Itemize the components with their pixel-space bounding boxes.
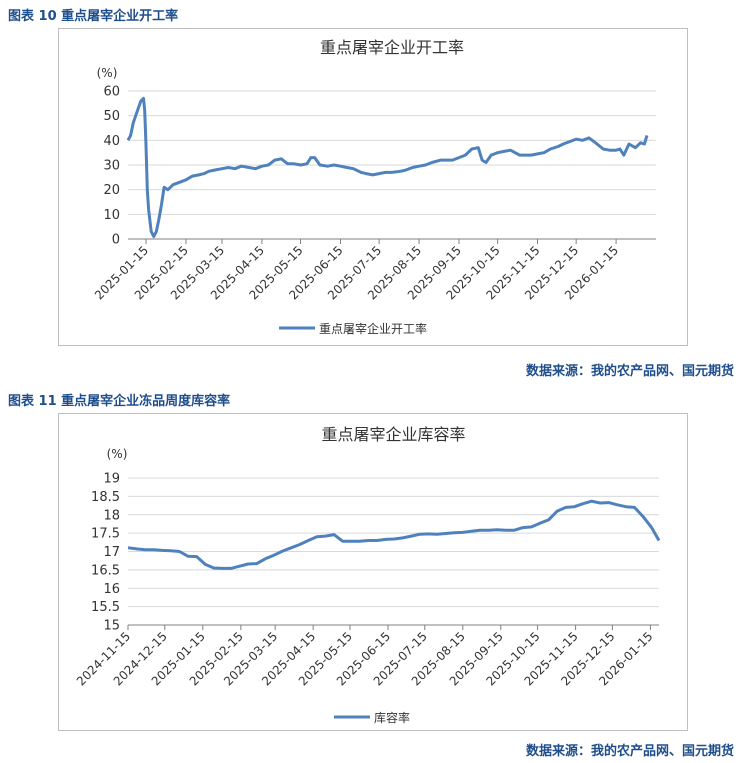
figure-11-source: 数据来源：我的农产品网、国元期货 bbox=[525, 744, 734, 759]
y-tick-label: 0 bbox=[112, 233, 120, 248]
y-unit-label: (%) bbox=[97, 66, 118, 80]
figure-10-caption: 图表 10 重点屠宰企业开工率 bbox=[8, 9, 179, 24]
y-tick-label: 15 bbox=[103, 619, 120, 634]
figure-10-source: 数据来源：我的农产品网、国元期货 bbox=[525, 364, 734, 379]
legend-label: 库容率 bbox=[374, 710, 410, 725]
y-tick-label: 60 bbox=[103, 85, 120, 100]
y-tick-label: 19 bbox=[103, 472, 120, 487]
y-tick-label: 16 bbox=[103, 582, 120, 597]
y-tick-label: 40 bbox=[103, 134, 120, 149]
storage-rate-chart: 重点屠宰企业库容率(%)1515.51616.51717.51818.51920… bbox=[74, 425, 661, 725]
chart-frame-2: 重点屠宰企业库容率 (%) 15 15.5 16 16.5 17 17.5 18 18.5 19 20… bbox=[58, 413, 688, 731]
y-unit-label: (%) bbox=[107, 447, 128, 461]
y-tick-label: 18.5 bbox=[91, 490, 120, 505]
legend: 重点屠宰企业开工率 bbox=[279, 321, 427, 336]
series-line bbox=[127, 499, 661, 570]
y-tick-label: 50 bbox=[103, 109, 120, 124]
chart-title: 重点屠宰企业开工率 bbox=[320, 38, 464, 57]
y-tick-label: 18 bbox=[103, 508, 120, 523]
y-tick-label: 30 bbox=[103, 159, 120, 174]
y-tick-label: 20 bbox=[103, 183, 120, 198]
figure-11-caption: 图表 11 重点屠宰企业冻品周度库容率 bbox=[8, 394, 231, 409]
y-tick-label: 17.5 bbox=[91, 527, 120, 542]
series-line bbox=[126, 96, 649, 238]
startup-rate-chart: 重点屠宰企业开工率(%)01020304050602025-01-152025-… bbox=[92, 38, 656, 336]
y-tick-label: 10 bbox=[103, 208, 120, 223]
legend-label: 重点屠宰企业开工率 bbox=[319, 321, 427, 336]
chart-title: 重点屠宰企业库容率 bbox=[321, 425, 465, 444]
y-tick-label: 17 bbox=[103, 545, 120, 560]
chart-frame-1: 重点屠宰企业开工率 (%) 0 10 20 30 40 50 60 2025-01-15 2025-… bbox=[58, 28, 688, 346]
legend: 库容率 bbox=[334, 710, 410, 725]
y-tick-label: 16.5 bbox=[91, 563, 120, 578]
y-tick-label: 15.5 bbox=[91, 600, 120, 615]
